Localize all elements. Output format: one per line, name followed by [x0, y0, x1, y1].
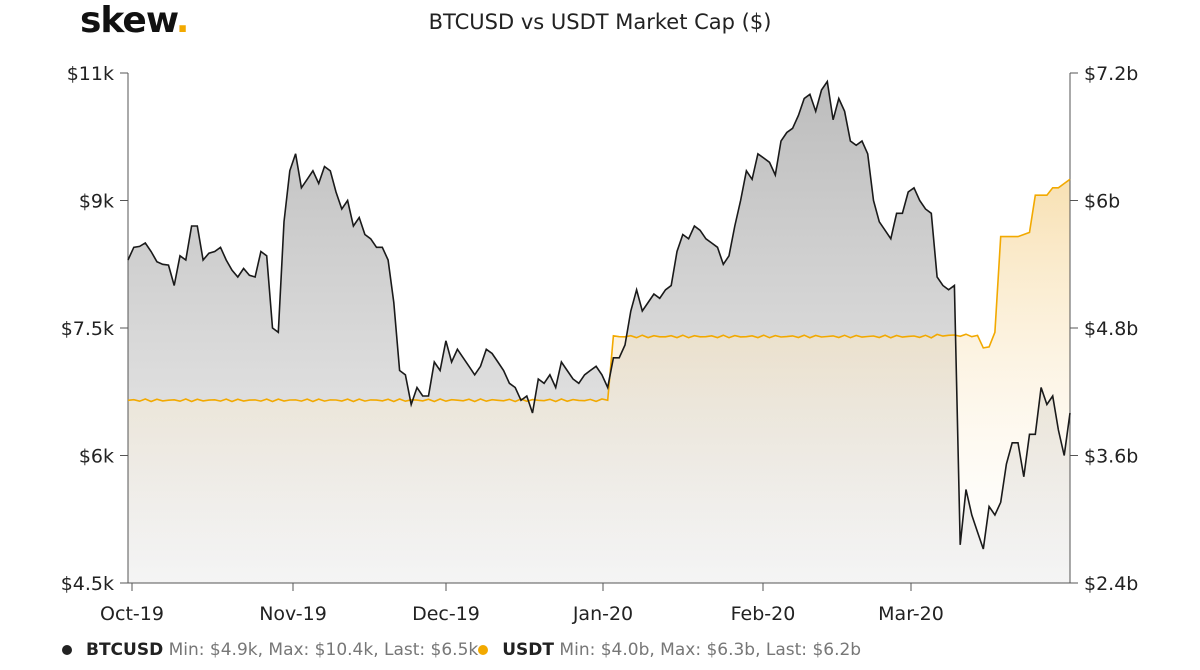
right-tick-label: $4.8b — [1084, 318, 1138, 340]
skew-logo: skew. — [80, 0, 190, 41]
legend-name-usdt: USDT — [502, 640, 555, 660]
legend: BTCUSD Min: $4.9k, Max: $10.4k, Last: $6… — [62, 640, 861, 660]
x-tick-label: Oct-19 — [100, 603, 164, 625]
x-tick-label: Feb-20 — [731, 603, 796, 625]
left-tick-label: $9k — [79, 191, 114, 213]
legend-bullet-usdt — [478, 645, 489, 655]
x-tick-label: Jan-20 — [572, 603, 633, 625]
legend-bullet-btcusd — [62, 645, 72, 655]
logo-text: skew — [80, 0, 177, 41]
legend-item-usdt[interactable]: USDT Min: $4.0b, Max: $6.3b, Last: $6.2b — [478, 640, 861, 660]
tick-labels: $4.5k $6k $7.5k $9k $11k $2.4b $3.6b $4.8b $6b $7… — [61, 63, 1139, 625]
left-tick-label: $7.5k — [61, 318, 114, 340]
usdt-line — [127, 178, 1071, 403]
logo-dot: . — [175, 0, 190, 41]
left-tick-label: $11k — [67, 63, 114, 85]
legend-item-btcusd[interactable]: BTCUSD Min: $4.9k, Max: $10.4k, Last: $6… — [62, 640, 478, 660]
right-tick-label: $3.6b — [1084, 446, 1138, 468]
right-tick-label: $6b — [1084, 191, 1120, 213]
right-tick-label: $7.2b — [1084, 63, 1138, 85]
chart-title: BTCUSD vs USDT Market Cap ($) — [428, 10, 772, 34]
legend-stats-usdt: Min: $4.0b, Max: $6.3b, Last: $6.2b — [559, 640, 862, 660]
axes — [120, 72, 1078, 591]
legend-name-btcusd: BTCUSD — [86, 640, 164, 660]
series-areas — [128, 81, 1070, 584]
x-tick-label: Dec-19 — [412, 603, 480, 625]
series-lines — [127, 79, 1071, 550]
right-tick-label: $2.4b — [1084, 573, 1138, 595]
x-tick-label: Mar-20 — [878, 603, 944, 625]
legend-stats-btcusd: Min: $4.9k, Max: $10.4k, Last: $6.5k — [168, 640, 479, 660]
btcusd-line — [127, 79, 1071, 550]
left-tick-label: $4.5k — [61, 573, 114, 595]
left-tick-label: $6k — [79, 446, 114, 468]
usdt-area — [128, 179, 1070, 584]
x-tick-label: Nov-19 — [259, 603, 327, 625]
